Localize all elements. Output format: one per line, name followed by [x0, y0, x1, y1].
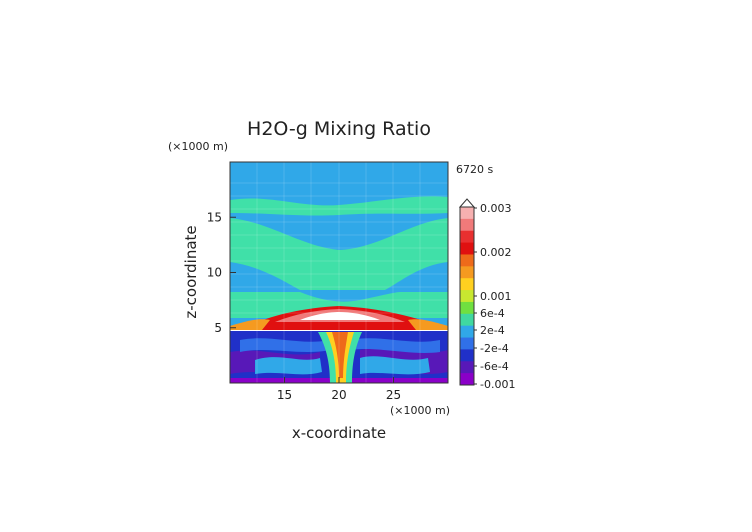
colorbar-segment	[460, 301, 474, 315]
time-label: 6720 s	[456, 163, 493, 176]
chart-title: H2O-g Mixing Ratio	[247, 118, 431, 140]
x-axis-ticks: 15 20 25	[277, 377, 401, 402]
band-lower	[230, 292, 448, 318]
colorbar-label: 0.001	[480, 290, 512, 303]
y-axis-ticks: 5 10 15	[207, 210, 236, 335]
colorbar-label: 2e-4	[480, 324, 505, 337]
colorbar-segment	[460, 373, 474, 386]
colorbar-label: -6e-4	[480, 360, 509, 373]
heatmap-area	[229, 161, 449, 384]
colorbar-label: 6e-4	[480, 307, 505, 320]
colorbar-label: 0.003	[480, 202, 512, 215]
x-tick-label: 15	[277, 388, 292, 402]
colorbar-label: 0.002	[480, 246, 512, 259]
colorbar-segment	[460, 207, 474, 220]
colorbar-segment	[460, 361, 474, 374]
x-unit-label: (×1000 m)	[390, 404, 450, 417]
band-upper	[230, 196, 448, 216]
y-tick-label: 10	[207, 266, 222, 280]
colorbar-cap	[458, 198, 476, 208]
colorbar-segment	[460, 254, 474, 267]
colorbar: 0.003 0.002 0.001 6e-4 2e-4 -2e-4 -6e-4 -0.001	[458, 198, 515, 391]
colorbar-segment	[460, 349, 474, 362]
colorbar-segment	[460, 313, 474, 327]
x-axis-label: x-coordinate	[292, 424, 386, 442]
grid	[230, 162, 448, 383]
y-tick-label: 5	[214, 321, 222, 335]
colorbar-label: -2e-4	[480, 342, 509, 355]
colorbar-segment	[460, 242, 474, 255]
colorbar-segment	[460, 337, 474, 350]
y-axis-label: z-coordinate	[182, 225, 200, 318]
colorbar-segment	[460, 290, 474, 303]
colorbar-label: -0.001	[480, 378, 515, 391]
colorbar-segment	[460, 325, 474, 339]
colorbar-segment	[460, 278, 474, 291]
y-unit-label: (×1000 m)	[168, 140, 228, 153]
colorbar-segment	[460, 266, 474, 279]
x-tick-label: 20	[331, 388, 346, 402]
band-middle	[230, 218, 448, 290]
x-tick-label: 25	[386, 388, 401, 402]
y-tick-label: 15	[207, 210, 222, 224]
colorbar-segment	[460, 218, 474, 232]
colorbar-segment	[460, 230, 474, 244]
